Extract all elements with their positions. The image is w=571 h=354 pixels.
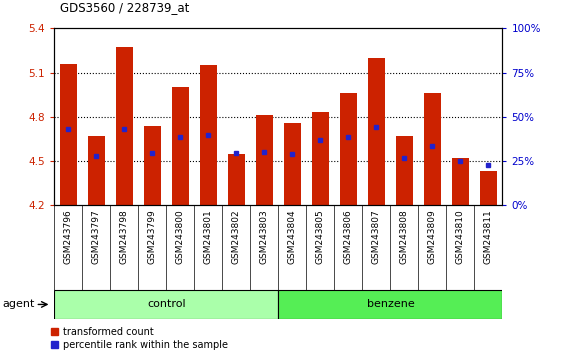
Bar [368,58,385,205]
Text: GSM243808: GSM243808 [400,210,409,264]
Text: control: control [147,299,186,309]
Text: GSM243810: GSM243810 [456,210,465,264]
Bar [144,126,160,205]
Bar [452,158,469,205]
Bar [228,154,245,205]
Text: GSM243809: GSM243809 [428,210,437,264]
Text: GSM243803: GSM243803 [260,210,269,264]
Text: benzene: benzene [367,299,415,309]
Text: GSM243802: GSM243802 [232,210,241,264]
Bar [284,123,301,205]
Bar [200,65,217,205]
Text: GSM243796: GSM243796 [64,210,73,264]
Text: GSM243807: GSM243807 [372,210,381,264]
Bar [60,64,77,205]
Text: GSM243806: GSM243806 [344,210,353,264]
Bar [116,47,132,205]
Text: GDS3560 / 228739_at: GDS3560 / 228739_at [60,1,190,14]
Bar [424,93,441,205]
Bar [54,290,279,319]
Text: GSM243800: GSM243800 [176,210,185,264]
Text: GSM243805: GSM243805 [316,210,325,264]
Text: agent: agent [3,299,35,309]
Text: GSM243797: GSM243797 [92,210,100,264]
Bar [312,113,329,205]
Bar [279,290,502,319]
Legend: transformed count, percentile rank within the sample: transformed count, percentile rank withi… [51,327,228,350]
Text: GSM243804: GSM243804 [288,210,297,264]
Bar [172,87,188,205]
Bar [256,115,273,205]
Bar [480,171,497,205]
Bar [88,136,104,205]
Text: GSM243811: GSM243811 [484,210,493,264]
Bar [340,93,357,205]
Text: GSM243801: GSM243801 [204,210,213,264]
Text: GSM243799: GSM243799 [148,210,157,264]
Bar [396,136,413,205]
Text: GSM243798: GSM243798 [120,210,129,264]
